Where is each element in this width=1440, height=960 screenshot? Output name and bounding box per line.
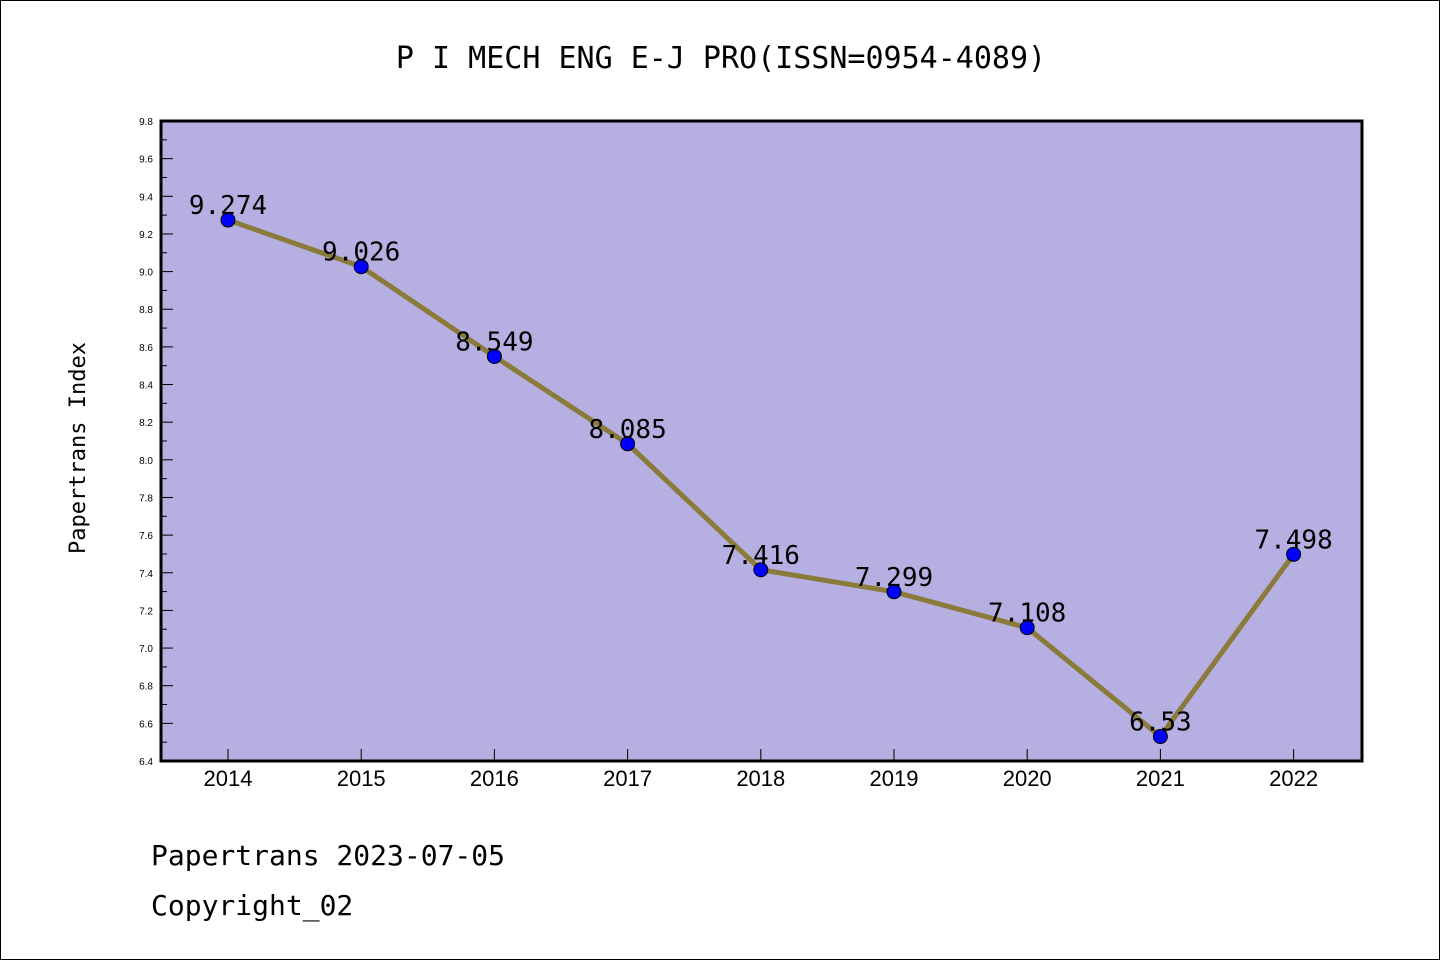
x-tick-label: 2022 bbox=[1269, 766, 1318, 791]
y-tick-label: 9.8 bbox=[139, 117, 153, 128]
y-axis: 6.4 6.6 6.8 7.0 7.2 7.4 7.6 7.8 8.0 8.2 8.4 8.6 8.8 9… bbox=[139, 117, 173, 768]
y-tick-label: 9.2 bbox=[139, 230, 153, 241]
footer-date: Papertrans 2023-07-05 bbox=[151, 839, 505, 872]
y-tick-label: 7.4 bbox=[139, 569, 153, 580]
data-point bbox=[753, 562, 769, 578]
x-tick-label: 2018 bbox=[736, 766, 785, 791]
data-point bbox=[1286, 546, 1302, 562]
y-tick-label: 7.0 bbox=[139, 644, 153, 655]
x-tick-label: 2020 bbox=[1003, 766, 1052, 791]
y-axis-label: Papertrans Index bbox=[66, 342, 91, 554]
data-labels: 9.274 9.026 8.549 8.085 7.416 7.299 7.108 6.53 7… bbox=[189, 191, 1333, 738]
data-point bbox=[220, 212, 236, 228]
y-tick-label: 7.2 bbox=[139, 606, 153, 617]
data-label: 8.549 bbox=[455, 327, 533, 357]
data-point bbox=[620, 436, 636, 452]
y-tick-label: 8.6 bbox=[139, 343, 153, 354]
x-tick-label: 2019 bbox=[870, 766, 919, 791]
data-point bbox=[353, 259, 369, 275]
y-tick-label: 8.2 bbox=[139, 418, 153, 429]
data-point bbox=[486, 348, 502, 364]
x-tick-label: 2015 bbox=[337, 766, 386, 791]
plot-area bbox=[159, 119, 1364, 763]
data-label: 7.416 bbox=[722, 541, 800, 571]
y-tick-label: 9.6 bbox=[139, 155, 153, 166]
data-label: 7.108 bbox=[988, 599, 1066, 629]
data-point bbox=[1152, 729, 1168, 745]
data-label: 8.085 bbox=[588, 415, 666, 445]
y-tick-label: 8.4 bbox=[139, 381, 153, 392]
x-tick-label: 2016 bbox=[470, 766, 519, 791]
y-tick-label: 6.4 bbox=[139, 757, 153, 768]
data-label: 7.299 bbox=[855, 563, 933, 593]
y-tick-label: 6.6 bbox=[139, 719, 153, 730]
y-tick-label: 7.6 bbox=[139, 531, 153, 542]
x-tick-label: 2014 bbox=[204, 766, 253, 791]
y-tick-label: 7.8 bbox=[139, 493, 153, 504]
y-tick-label: 9.0 bbox=[139, 268, 153, 279]
series-markers bbox=[220, 212, 1302, 745]
y-tick-label: 8.8 bbox=[139, 305, 153, 316]
data-label: 7.498 bbox=[1254, 525, 1332, 555]
data-label: 6.53 bbox=[1129, 708, 1192, 738]
data-label: 9.026 bbox=[322, 238, 400, 268]
chart-title: P I MECH ENG E-J PRO(ISSN=0954-4089) bbox=[396, 41, 1046, 76]
data-point bbox=[1019, 620, 1035, 636]
y-tick-label: 9.4 bbox=[139, 192, 153, 203]
x-axis: 2014 2015 2016 2017 2018 2019 2020 2021 2022 bbox=[204, 749, 1318, 791]
y-tick-label: 6.8 bbox=[139, 682, 153, 693]
footer-copyright: Copyright_02 bbox=[151, 889, 353, 923]
y-tick-label: 8.0 bbox=[139, 456, 153, 467]
data-point bbox=[886, 584, 902, 600]
x-tick-label: 2021 bbox=[1136, 766, 1185, 791]
x-tick-label: 2017 bbox=[603, 766, 652, 791]
data-label: 9.274 bbox=[189, 191, 267, 221]
